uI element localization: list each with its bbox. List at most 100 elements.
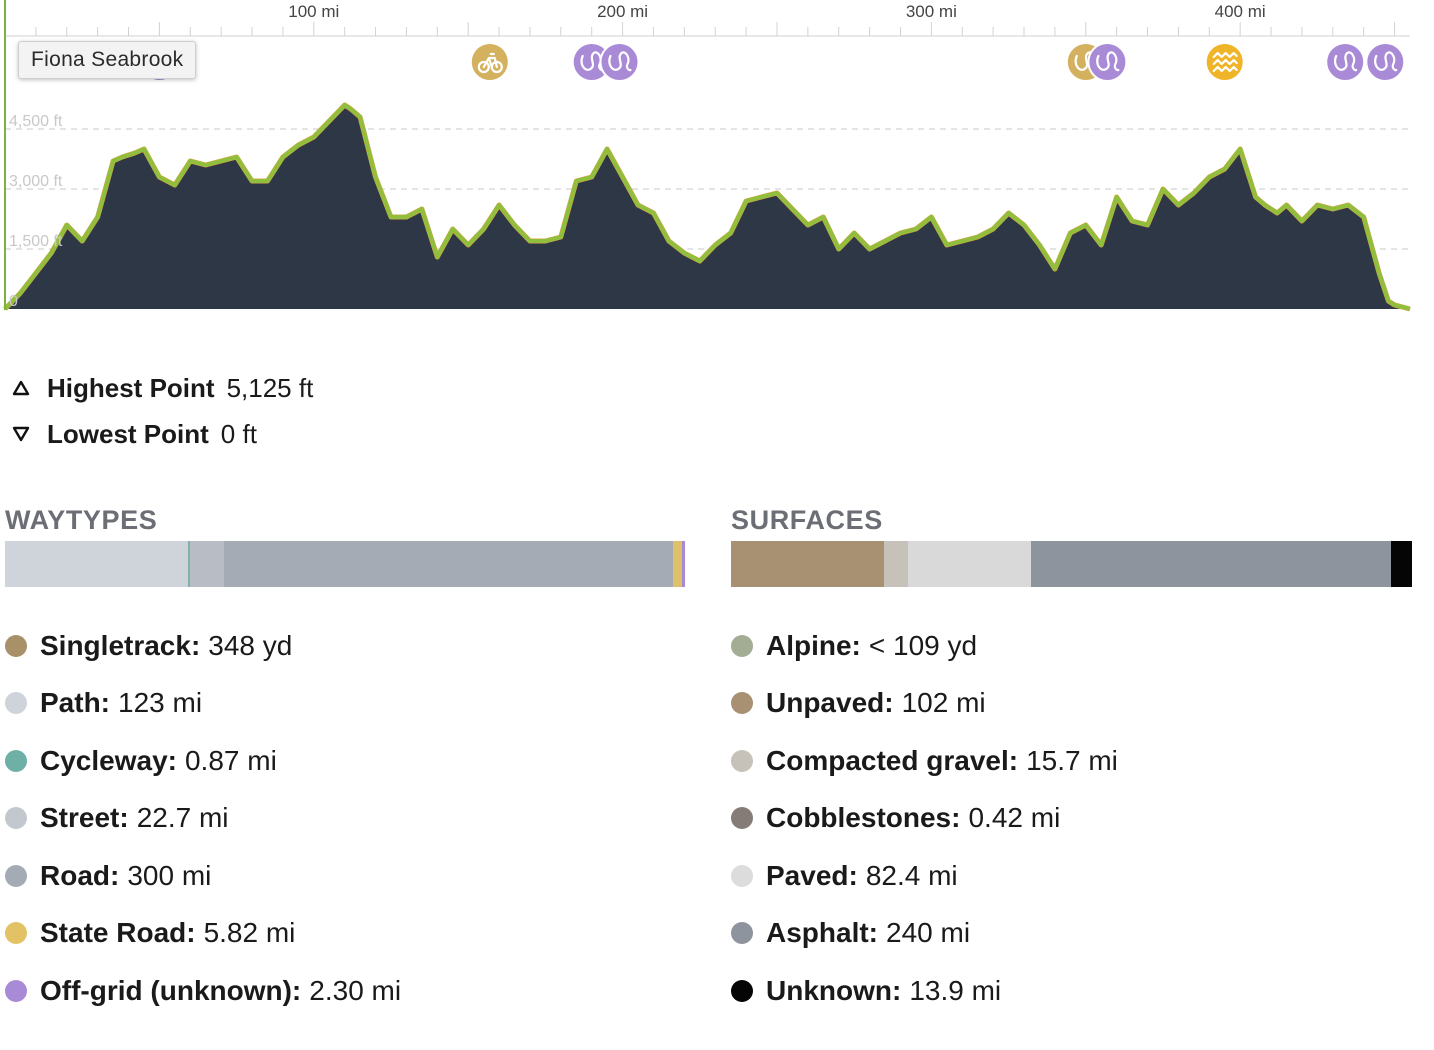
y-tick-label: 0 — [9, 293, 18, 310]
legend-value: 240 mi — [886, 917, 971, 949]
legend-value: 15.7 mi — [1026, 744, 1118, 776]
waytypes-legend: Singletrack: 348 yd Path: 123 mi Cycleway: 0.… — [5, 617, 685, 1020]
legend-value: 123 mi — [118, 687, 203, 719]
legend-item[interactable]: Path: 123 mi — [5, 675, 685, 733]
legend-item[interactable]: Street: 22.7 mi — [5, 790, 685, 848]
surfaces-bar-segment[interactable] — [1391, 541, 1412, 587]
legend-item[interactable]: Unpaved: 102 mi — [731, 675, 1412, 733]
legend-name: Street: — [40, 802, 129, 834]
legend-value: 348 yd — [208, 629, 293, 661]
surfaces-bar-segment[interactable] — [884, 541, 908, 587]
legend-name: Asphalt: — [766, 917, 878, 949]
waytypes-bar-segment[interactable] — [224, 541, 674, 587]
legend-dot — [731, 922, 753, 945]
legend-name: Cobblestones: — [766, 802, 961, 834]
legend-dot — [731, 979, 753, 1002]
elevation-extremes: Highest Point 5,125 ft Lowest Point 0 ft — [10, 365, 313, 457]
triangle-up-icon — [10, 380, 32, 396]
user-tooltip: Fiona Seabrook — [18, 41, 197, 79]
legend-dot — [5, 634, 27, 657]
legend-dot — [5, 807, 27, 830]
waytypes-bar-segment[interactable] — [5, 541, 188, 587]
legend-dot — [5, 864, 27, 887]
off-grid-icon[interactable] — [599, 42, 640, 82]
legend-dot — [731, 864, 753, 887]
elevation-area — [5, 105, 1410, 309]
off-grid-icon[interactable] — [1325, 42, 1366, 82]
bicycle-icon[interactable] — [469, 42, 510, 82]
waytypes-bar-segment[interactable] — [189, 541, 225, 587]
legend-name: State Road: — [40, 917, 196, 949]
legend-name: Unknown: — [766, 974, 902, 1006]
x-tick-label: 300 mi — [906, 2, 957, 21]
surfaces-section: SURFACES Alpine: < 109 yd Unpaved: 102 mi Co… — [731, 501, 1412, 1020]
waytypes-bar-segment[interactable] — [681, 541, 685, 587]
off-grid-icon[interactable] — [1365, 42, 1406, 82]
surfaces-bar[interactable] — [731, 541, 1412, 587]
legend-name: Cycleway: — [40, 744, 177, 776]
legend-value: 2.30 mi — [309, 974, 402, 1006]
y-tick-label: 4,500 ft — [9, 113, 63, 130]
legend-value: 13.9 mi — [909, 974, 1002, 1006]
legend-name: Road: — [40, 859, 120, 891]
lowest-point-label: Lowest Point — [47, 418, 209, 449]
surfaces-bar-segment[interactable] — [1030, 541, 1392, 587]
waytypes-section: WAYTYPES Singletrack: 348 yd Path: 123 mi Cy… — [5, 501, 685, 1020]
legend-dot — [731, 807, 753, 830]
surfaces-title: SURFACES — [731, 505, 883, 535]
off-grid-icon[interactable] — [571, 42, 612, 82]
legend-dot — [731, 634, 753, 657]
elevation-profile-chart[interactable]: 100 mi 200 mi 300 mi 400 mi 0 1,500 ft 3,000 … — [0, 0, 1434, 330]
legend-item[interactable]: Paved: 82.4 mi — [731, 847, 1412, 905]
x-tick-label: 400 mi — [1215, 2, 1266, 21]
waytypes-bar-segment[interactable] — [673, 541, 682, 587]
legend-item[interactable]: Asphalt: 240 mi — [731, 905, 1412, 963]
legend-item[interactable]: Compacted gravel: 15.7 mi — [731, 732, 1412, 790]
waytypes-bar[interactable] — [5, 541, 685, 587]
y-tick-label: 1,500 ft — [9, 233, 63, 250]
legend-item[interactable]: Road: 300 mi — [5, 847, 685, 905]
legend-name: Compacted gravel: — [766, 744, 1019, 776]
x-tick-label: 200 mi — [597, 2, 648, 21]
legend-name: Singletrack: — [40, 629, 201, 661]
surfaces-legend: Alpine: < 109 yd Unpaved: 102 mi Compacted g… — [731, 617, 1412, 1020]
highest-point-value: 5,125 ft — [226, 372, 314, 403]
legend-dot — [731, 692, 753, 715]
highest-point-label: Highest Point — [47, 372, 215, 403]
legend-item[interactable]: Singletrack: 348 yd — [5, 617, 685, 675]
legend-value: < 109 yd — [868, 629, 978, 661]
waytypes-title: WAYTYPES — [5, 505, 158, 535]
legend-item[interactable]: Alpine: < 109 yd — [731, 617, 1412, 675]
legend-name: Unpaved: — [766, 687, 894, 719]
y-tick-label: 3,000 ft — [9, 173, 63, 190]
legend-name: Path: — [40, 687, 110, 719]
legend-item[interactable]: Cycleway: 0.87 mi — [5, 732, 685, 790]
legend-value: 300 mi — [127, 859, 212, 891]
legend-name: Paved: — [766, 859, 858, 891]
lowest-point: Lowest Point 0 ft — [10, 411, 313, 457]
legend-item[interactable]: Off-grid (unknown): 2.30 mi — [5, 962, 685, 1020]
surfaces-bar-segment[interactable] — [731, 541, 885, 587]
legend-value: 82.4 mi — [865, 859, 958, 891]
legend-item[interactable]: State Road: 5.82 mi — [5, 905, 685, 963]
legend-value: 22.7 mi — [136, 802, 229, 834]
waytypes-bar-segment[interactable] — [187, 541, 190, 587]
legend-value: 5.82 mi — [203, 917, 296, 949]
legend-dot — [5, 979, 27, 1002]
legend-value: 0.87 mi — [184, 744, 277, 776]
waves-icon[interactable] — [1204, 42, 1245, 82]
legend-dot — [731, 749, 753, 772]
elevation-line — [3, 103, 1411, 311]
x-tick-label: 100 mi — [288, 2, 339, 21]
off-grid-icon[interactable] — [1087, 42, 1128, 82]
legend-value: 102 mi — [901, 687, 986, 719]
legend-dot — [5, 749, 27, 772]
lowest-point-value: 0 ft — [220, 418, 257, 449]
legend-item[interactable]: Cobblestones: 0.42 mi — [731, 790, 1412, 848]
surfaces-bar-segment[interactable] — [907, 541, 1031, 587]
legend-name: Off-grid (unknown): — [40, 974, 302, 1006]
legend-name: Alpine: — [766, 629, 861, 661]
legend-item[interactable]: Unknown: 13.9 mi — [731, 962, 1412, 1020]
highest-point: Highest Point 5,125 ft — [10, 365, 313, 411]
legend-value: 0.42 mi — [968, 802, 1061, 834]
